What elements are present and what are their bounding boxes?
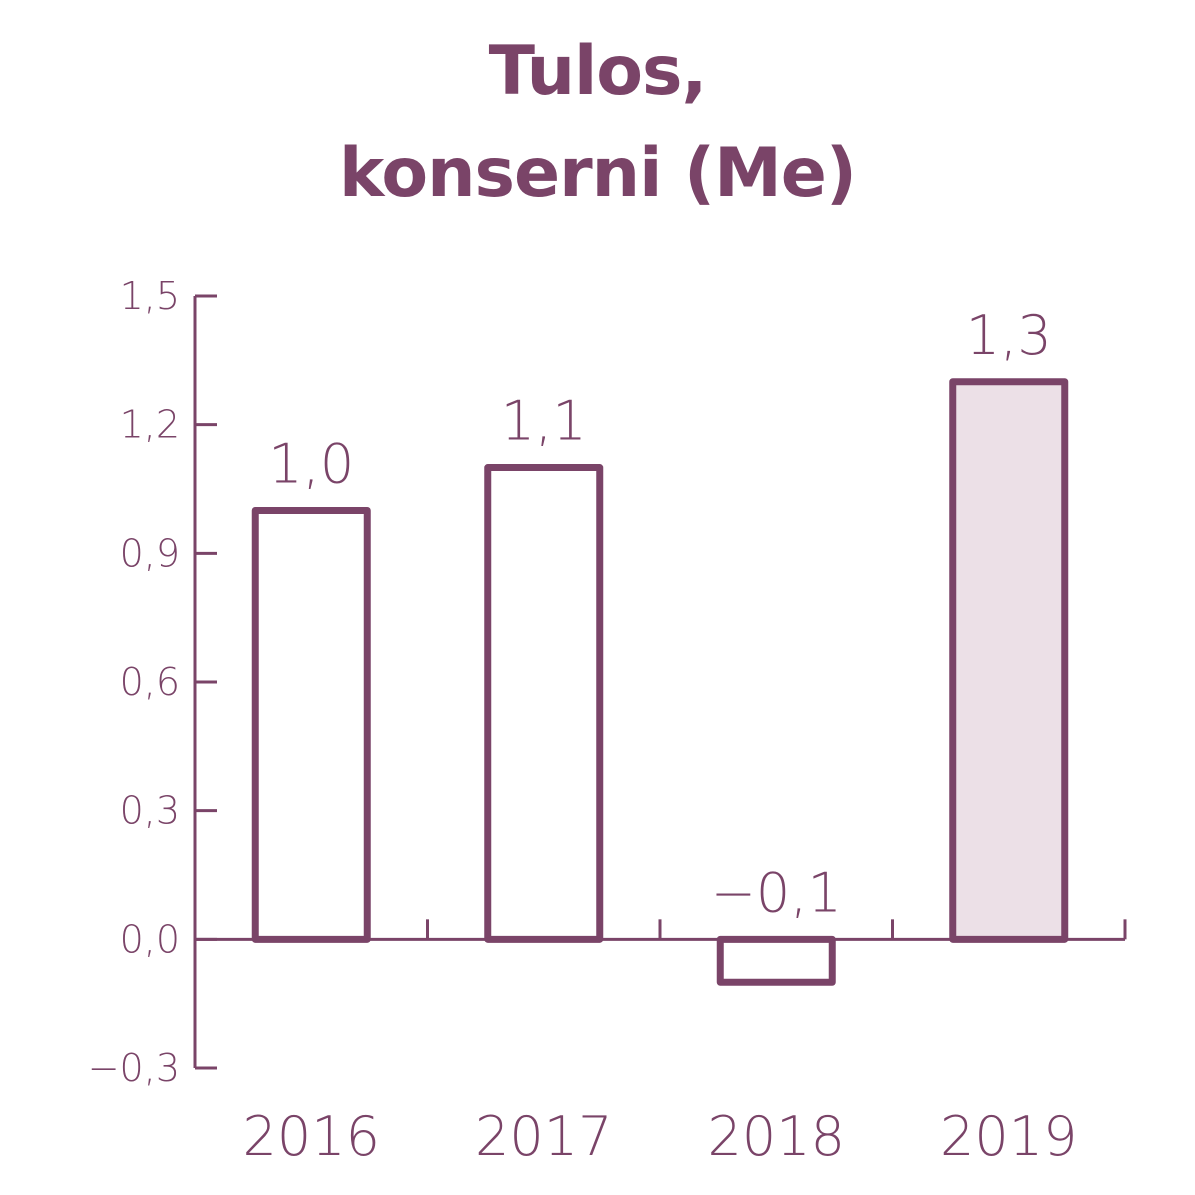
y-tick-label: 1,5 <box>120 274 180 318</box>
y-tick-label: 0,0 <box>120 917 180 961</box>
x-tick-label-2019: 2019 <box>940 1105 1077 1168</box>
bar-2019 <box>949 378 1069 943</box>
chart-title-line-1: Tulos, <box>488 32 708 111</box>
y-tick-label: 0,9 <box>120 531 180 575</box>
y-tick-label: 0,6 <box>120 660 180 704</box>
y-tick-label: 0,3 <box>120 789 180 833</box>
y-tick-label: −0,3 <box>88 1046 180 1090</box>
y-tick-label: 1,2 <box>120 403 180 447</box>
bar-2016 <box>251 506 371 943</box>
x-tick-label-2016: 2016 <box>243 1105 380 1168</box>
bar-2018 <box>716 935 836 986</box>
data-label-2017: 1,1 <box>501 390 587 453</box>
data-label-2018: −0,1 <box>711 861 842 924</box>
x-tick-label-2018: 2018 <box>708 1105 845 1168</box>
bar-2017 <box>484 464 604 943</box>
data-label-2019: 1,3 <box>966 304 1052 367</box>
data-label-2016: 1,0 <box>268 432 354 495</box>
x-tick-label-2017: 2017 <box>475 1105 612 1168</box>
chart-title-line-2: konserni (Me) <box>339 134 857 213</box>
